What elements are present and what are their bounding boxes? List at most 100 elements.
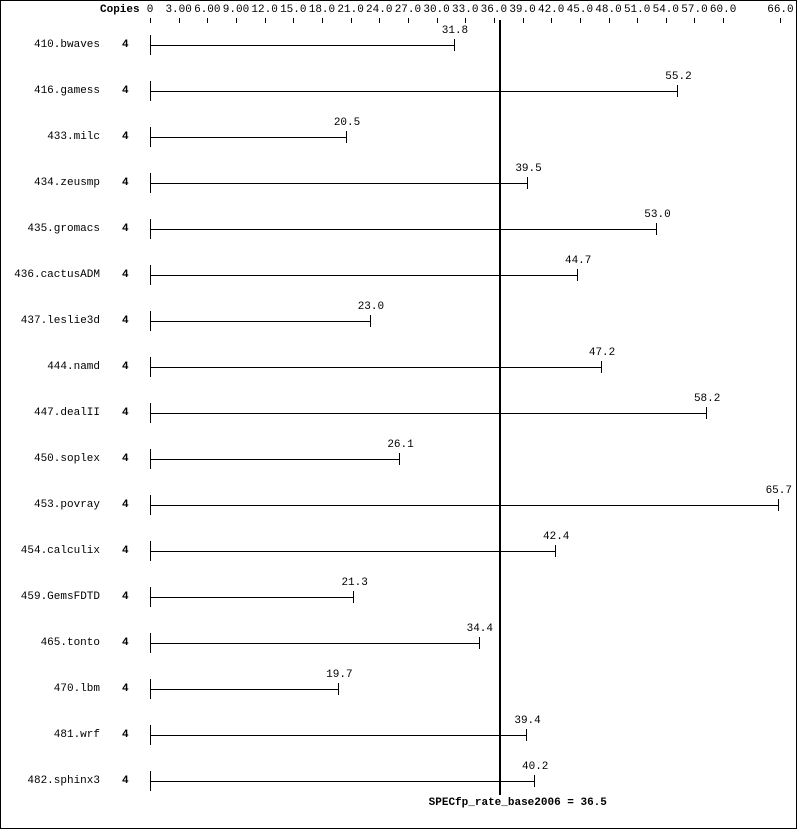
axis-tick-label: 15.0 bbox=[280, 4, 306, 16]
benchmark-value-label: 40.2 bbox=[522, 761, 548, 773]
benchmark-name: 410.bwaves bbox=[34, 39, 100, 51]
benchmark-value-label: 42.4 bbox=[543, 531, 569, 543]
copies-value: 4 bbox=[122, 223, 129, 235]
benchmark-name: 470.lbm bbox=[54, 683, 100, 695]
benchmark-bar bbox=[150, 229, 656, 230]
bar-end-tick bbox=[346, 131, 347, 143]
benchmark-bar bbox=[150, 137, 346, 138]
axis-tick-mark bbox=[637, 18, 638, 23]
benchmark-name: 444.namd bbox=[47, 361, 100, 373]
copies-value: 4 bbox=[122, 39, 129, 51]
copies-value: 4 bbox=[122, 131, 129, 143]
copies-value: 4 bbox=[122, 361, 129, 373]
benchmark-value-label: 21.3 bbox=[341, 577, 367, 589]
benchmark-name: 447.dealII bbox=[34, 407, 100, 419]
benchmark-bar bbox=[150, 275, 577, 276]
benchmark-bar bbox=[150, 781, 534, 782]
axis-tick-label: 57.0 bbox=[681, 4, 707, 16]
baseline-line bbox=[499, 20, 501, 795]
axis-tick-mark bbox=[494, 18, 495, 23]
axis-tick-label: 42.0 bbox=[538, 4, 564, 16]
benchmark-value-label: 58.2 bbox=[694, 393, 720, 405]
axis-tick-label: 18.0 bbox=[309, 4, 335, 16]
axis-tick-mark bbox=[236, 18, 237, 23]
bar-end-tick bbox=[370, 315, 371, 327]
axis-tick-mark bbox=[322, 18, 323, 23]
benchmark-value-label: 23.0 bbox=[358, 301, 384, 313]
axis-tick-label: 24.0 bbox=[366, 4, 392, 16]
benchmark-bar bbox=[150, 459, 399, 460]
axis-tick-label: 27.0 bbox=[395, 4, 421, 16]
benchmark-name: 465.tonto bbox=[41, 637, 100, 649]
axis-tick-label: 0 bbox=[147, 4, 154, 16]
bar-end-tick bbox=[399, 453, 400, 465]
benchmark-value-label: 55.2 bbox=[665, 71, 691, 83]
benchmark-name: 453.povray bbox=[34, 499, 100, 511]
axis-tick-mark bbox=[351, 18, 352, 23]
axis-tick-mark bbox=[408, 18, 409, 23]
benchmark-value-label: 39.4 bbox=[514, 715, 540, 727]
axis-tick-mark bbox=[207, 18, 208, 23]
axis-tick-mark bbox=[465, 18, 466, 23]
copies-value: 4 bbox=[122, 591, 129, 603]
axis-tick-mark bbox=[293, 18, 294, 23]
axis-tick-label: 6.00 bbox=[194, 4, 220, 16]
bar-end-tick bbox=[454, 39, 455, 51]
benchmark-bar bbox=[150, 689, 338, 690]
benchmark-name: 434.zeusmp bbox=[34, 177, 100, 189]
axis-tick-label: 39.0 bbox=[509, 4, 535, 16]
axis-tick-label: 12.0 bbox=[251, 4, 277, 16]
axis-tick-label: 66.0 bbox=[767, 4, 793, 16]
benchmark-name: 433.milc bbox=[47, 131, 100, 143]
benchmark-value-label: 26.1 bbox=[387, 439, 413, 451]
bar-end-tick bbox=[656, 223, 657, 235]
axis-tick-label: 33.0 bbox=[452, 4, 478, 16]
benchmark-value-label: 53.0 bbox=[644, 209, 670, 221]
axis-tick-mark bbox=[666, 18, 667, 23]
axis-tick-mark bbox=[265, 18, 266, 23]
benchmark-name: 435.gromacs bbox=[27, 223, 100, 235]
benchmark-bar bbox=[150, 91, 677, 92]
baseline-label: SPECfp_rate_base2006 = 36.5 bbox=[429, 797, 607, 809]
benchmark-name: 450.soplex bbox=[34, 453, 100, 465]
copies-value: 4 bbox=[122, 729, 129, 741]
benchmark-bar bbox=[150, 183, 527, 184]
axis-tick-mark bbox=[379, 18, 380, 23]
copies-value: 4 bbox=[122, 177, 129, 189]
axis-tick-label: 51.0 bbox=[624, 4, 650, 16]
copies-value: 4 bbox=[122, 407, 129, 419]
axis-tick-mark bbox=[551, 18, 552, 23]
bar-end-tick bbox=[706, 407, 707, 419]
axis-tick-label: 36.0 bbox=[481, 4, 507, 16]
bar-end-tick bbox=[338, 683, 339, 695]
copies-value: 4 bbox=[122, 85, 129, 97]
benchmark-bar bbox=[150, 367, 601, 368]
axis-tick-mark bbox=[780, 18, 781, 23]
benchmark-bar bbox=[150, 505, 778, 506]
benchmark-value-label: 31.8 bbox=[442, 25, 468, 37]
axis-tick-label: 45.0 bbox=[567, 4, 593, 16]
copies-value: 4 bbox=[122, 453, 129, 465]
axis-tick-mark bbox=[609, 18, 610, 23]
axis-tick-mark bbox=[523, 18, 524, 23]
bar-end-tick bbox=[479, 637, 480, 649]
copies-value: 4 bbox=[122, 499, 129, 511]
copies-value: 4 bbox=[122, 683, 129, 695]
axis-tick-label: 21.0 bbox=[337, 4, 363, 16]
axis-tick-mark bbox=[179, 18, 180, 23]
bar-end-tick bbox=[527, 177, 528, 189]
benchmark-name: 436.cactusADM bbox=[14, 269, 100, 281]
benchmark-bar bbox=[150, 413, 706, 414]
benchmark-bar bbox=[150, 551, 555, 552]
benchmark-name: 416.gamess bbox=[34, 85, 100, 97]
bar-end-tick bbox=[577, 269, 578, 281]
axis-tick-label: 60.0 bbox=[710, 4, 736, 16]
copies-value: 4 bbox=[122, 637, 129, 649]
axis-tick-mark bbox=[150, 18, 151, 23]
spec-chart: Copies03.006.009.0012.015.018.021.024.02… bbox=[0, 0, 799, 831]
axis-tick-mark bbox=[694, 18, 695, 23]
axis-tick-label: 30.0 bbox=[423, 4, 449, 16]
benchmark-bar bbox=[150, 735, 526, 736]
bar-end-tick bbox=[555, 545, 556, 557]
bar-end-tick bbox=[677, 85, 678, 97]
